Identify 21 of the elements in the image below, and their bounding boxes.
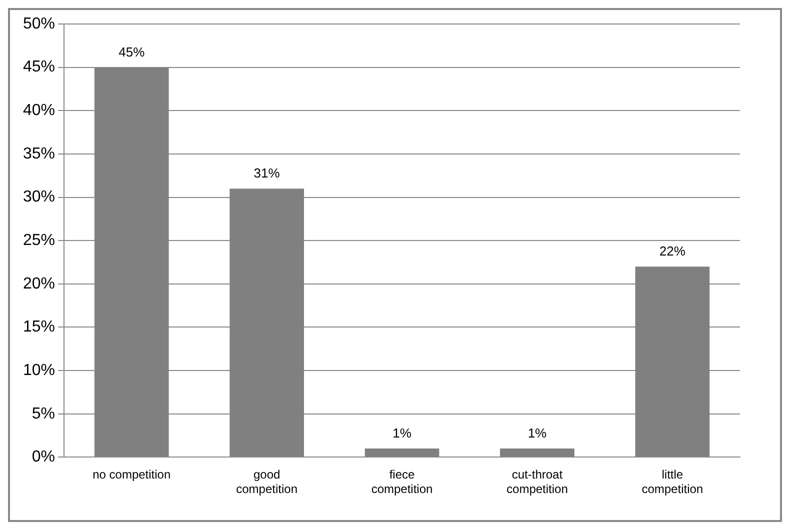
y-tick-label: 35% bbox=[22, 145, 56, 162]
y-tick-label: 25% bbox=[22, 232, 56, 250]
y-tick-label: 45% bbox=[22, 58, 56, 76]
x-tick-label: little competition bbox=[642, 468, 704, 496]
y-tick-label: 20% bbox=[22, 275, 56, 292]
data-label: 1% bbox=[528, 426, 548, 441]
x-tick-label: no competition bbox=[92, 468, 171, 482]
y-tick-label: 10% bbox=[22, 362, 56, 379]
y-tick-label: 40% bbox=[22, 102, 56, 120]
y-tick-label: 50% bbox=[22, 15, 56, 32]
y-tick-label: 0% bbox=[32, 448, 56, 466]
x-tick-label: fiece competition bbox=[371, 468, 433, 496]
y-tick-label: 15% bbox=[22, 318, 56, 336]
data-label: 22% bbox=[659, 244, 686, 259]
x-tick-label: cut-throat competition bbox=[506, 468, 568, 496]
data-label: 45% bbox=[118, 44, 146, 60]
x-tick-label: good competition bbox=[236, 468, 298, 496]
y-tick-label: 30% bbox=[22, 188, 56, 206]
data-label: 1% bbox=[392, 426, 412, 441]
y-tick-label: 5% bbox=[32, 405, 56, 422]
data-label: 31% bbox=[254, 166, 280, 181]
